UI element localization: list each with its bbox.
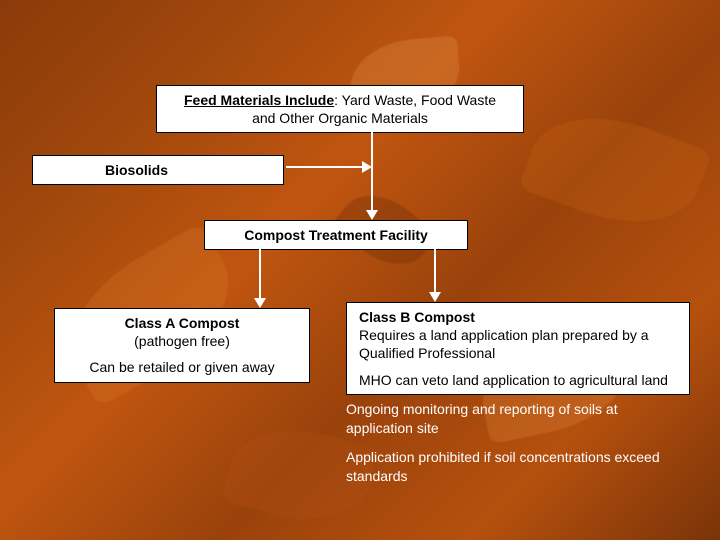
class-a-sub: (pathogen free) xyxy=(67,332,297,350)
class-a-note: Can be retailed or given away xyxy=(67,358,297,376)
node-feed-materials: Feed Materials Include: Yard Waste, Food… xyxy=(156,85,524,133)
edge-ctf-to-class-a xyxy=(259,244,261,298)
edge-ctf-to-class-b xyxy=(434,244,436,292)
class-b-line2: MHO can veto land application to agricul… xyxy=(359,371,677,389)
feed-title-bold: Feed Materials Include xyxy=(184,92,334,108)
arrow-down-icon xyxy=(366,210,378,220)
node-class-b-compost: Class B Compost Requires a land applicat… xyxy=(346,302,690,395)
arrow-down-icon xyxy=(254,298,266,308)
feed-line2: and Other Organic Materials xyxy=(252,110,428,126)
node-class-a-compost: Class A Compost (pathogen free) Can be r… xyxy=(54,308,310,383)
arrow-right-icon xyxy=(362,161,372,173)
class-b-line1: Requires a land application plan prepare… xyxy=(359,326,677,362)
node-compost-treatment-facility: Compost Treatment Facility xyxy=(204,220,468,250)
note-monitoring: Ongoing monitoring and reporting of soil… xyxy=(346,400,686,438)
class-b-title: Class B Compost xyxy=(359,308,677,326)
class-a-title: Class A Compost xyxy=(67,314,297,332)
bg-leaf xyxy=(518,94,712,246)
node-biosolids: Biosolids xyxy=(32,155,284,185)
feed-title-rest: : Yard Waste, Food Waste xyxy=(334,92,496,108)
edge-biosolids-to-stem xyxy=(286,166,362,168)
note-prohibition: Application prohibited if soil concentra… xyxy=(346,448,686,486)
biosolids-label: Biosolids xyxy=(105,162,168,178)
ctf-label: Compost Treatment Facility xyxy=(244,227,428,243)
arrow-down-icon xyxy=(429,292,441,302)
